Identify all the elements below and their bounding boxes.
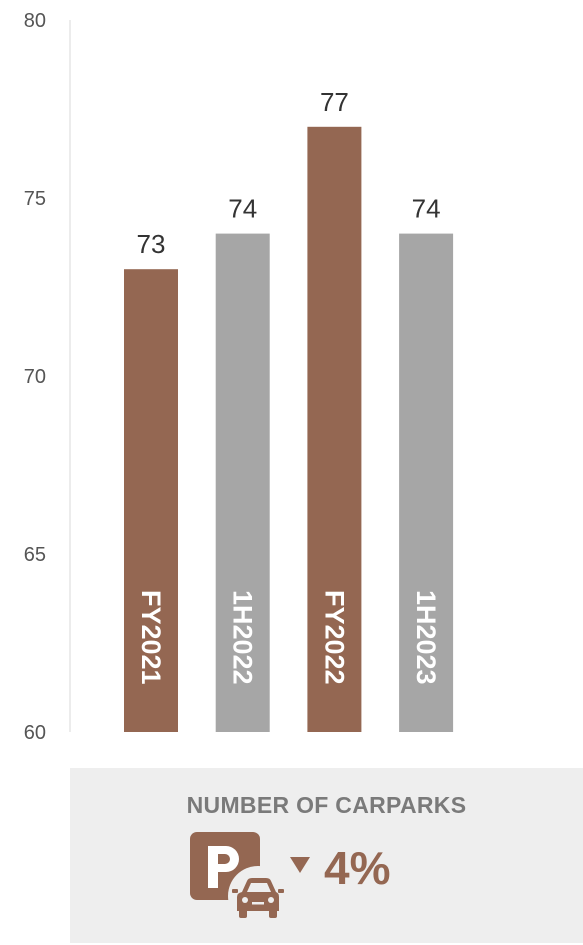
category-label: 1H2022 (228, 590, 258, 685)
change-indicator: 4% (290, 842, 391, 894)
category-label: FY2022 (319, 590, 349, 685)
category-label: FY2021 (136, 590, 166, 685)
y-tick-label: 80 (24, 10, 46, 32)
change-value: 4% (324, 842, 391, 894)
y-tick-label: 70 (24, 366, 46, 388)
y-tick-label: 65 (24, 544, 46, 566)
kpi-panel: NUMBER OF CARPARKS 4% (70, 768, 583, 943)
y-tick-label: 60 (24, 722, 46, 744)
bar (307, 126, 362, 733)
data-label: 74 (228, 194, 257, 224)
chart-svg: 60 65 70 75 80 73 FY2021 74 1H2022 77 FY2022 74 1H20… (24, 10, 454, 744)
kpi-title: NUMBER OF CARPARKS (186, 792, 467, 818)
data-label: 77 (320, 87, 349, 117)
bar (124, 269, 178, 732)
bar-chart: 60 65 70 75 80 73 FY2021 74 1H2022 77 FY2022 74 1H20… (24, 10, 454, 744)
data-label: 73 (137, 229, 166, 259)
category-label: 1H2023 (411, 590, 441, 685)
data-label: 74 (412, 194, 441, 224)
down-arrow-icon (290, 857, 310, 873)
y-tick-label: 75 (24, 188, 46, 210)
bar (215, 233, 270, 732)
bar (399, 233, 454, 732)
parking-car-icon (190, 832, 288, 922)
